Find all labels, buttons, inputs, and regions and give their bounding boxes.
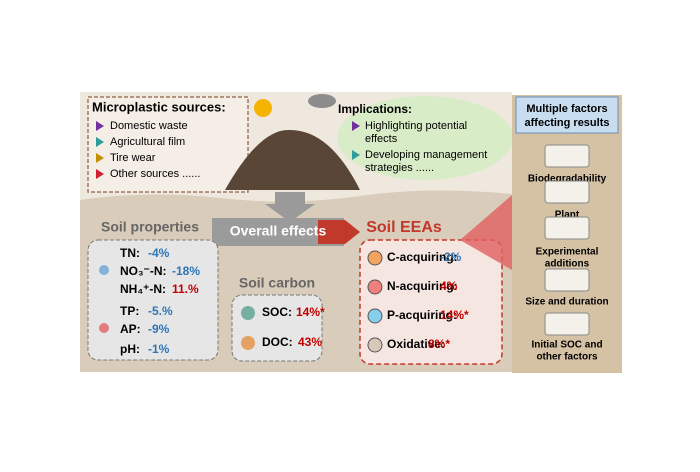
item-value: 4% xyxy=(440,279,458,293)
enzyme-icon xyxy=(367,279,383,295)
implication-line: effects xyxy=(365,133,398,145)
factor-label: Experimental xyxy=(536,247,599,258)
properties-box xyxy=(87,239,219,361)
source-item: Agricultural film xyxy=(110,136,185,148)
factor-icon xyxy=(544,180,590,204)
factors-title: Multiple factors xyxy=(526,103,607,115)
item-label: SOC: xyxy=(262,305,292,319)
enzyme-icon xyxy=(367,308,383,324)
factor-icon xyxy=(544,216,590,240)
item-label: TP: xyxy=(120,304,139,318)
item-label: pH: xyxy=(120,342,140,356)
factor-label: Initial SOC and xyxy=(531,340,602,351)
particle-icon xyxy=(99,265,109,275)
down-arrow xyxy=(265,192,315,222)
sources-title: Microplastic sources: xyxy=(92,99,226,114)
item-label: NH₄⁺-N: xyxy=(120,282,166,296)
marker xyxy=(352,150,360,160)
implication-line: strategies ...... xyxy=(365,162,434,174)
item-value: 8%* xyxy=(428,337,450,351)
carbon-icon xyxy=(241,336,255,350)
eeas-title: Soil EEAs xyxy=(366,219,442,236)
implication-line: Highlighting potential xyxy=(365,120,467,132)
item-value: -9% xyxy=(148,322,170,336)
properties-title: Soil properties xyxy=(101,219,199,235)
marker xyxy=(352,121,360,131)
factor-icon xyxy=(544,268,590,292)
sun xyxy=(254,99,272,117)
marker xyxy=(96,169,104,179)
item-value: 11.% xyxy=(172,282,199,296)
item-value: 14%* xyxy=(440,308,469,322)
enzyme-icon xyxy=(367,250,383,266)
item-label: P-acquiring: xyxy=(387,308,457,322)
implications-cloud xyxy=(337,96,513,180)
factors-header xyxy=(515,96,619,134)
source-item: Tire wear xyxy=(110,152,156,164)
factor-label: additions xyxy=(545,259,590,270)
implication-line: Developing management xyxy=(365,149,487,161)
factor-label: Plant xyxy=(555,210,580,221)
factor-label: Size and duration xyxy=(525,297,608,308)
item-value: -5.% xyxy=(148,304,173,318)
factor-icon xyxy=(544,312,590,336)
item-label: AP: xyxy=(120,322,141,336)
factor-icon xyxy=(544,144,590,168)
item-label: Oxidative: xyxy=(387,337,445,351)
overall-label: Overall effects xyxy=(230,223,327,239)
source-item: Domestic waste xyxy=(110,120,188,132)
eeas-box xyxy=(359,239,503,365)
factor-label: other factors xyxy=(536,352,598,363)
item-value: 14%* xyxy=(296,305,325,319)
factors-title: affecting results xyxy=(525,117,610,129)
eea-arrow xyxy=(318,220,360,244)
item-value: -4% xyxy=(148,246,170,260)
item-value: -2% xyxy=(440,250,462,264)
carbon-icon xyxy=(241,306,255,320)
sources-box xyxy=(87,96,249,193)
rain-cloud xyxy=(308,94,336,108)
particle-icon xyxy=(99,323,109,333)
item-label: DOC: xyxy=(262,335,293,349)
enzyme-icon xyxy=(367,337,383,353)
source-item: Other sources ...... xyxy=(110,168,200,180)
plastic-mound xyxy=(225,129,360,190)
marker xyxy=(96,153,104,163)
item-label: C-acquiring: xyxy=(387,250,458,264)
marker xyxy=(96,121,104,131)
marker xyxy=(96,137,104,147)
item-value: -1% xyxy=(148,342,170,356)
carbon-title: Soil carbon xyxy=(239,275,315,291)
implications-title: Implications: xyxy=(338,102,412,116)
callout xyxy=(460,195,512,270)
item-label: TN: xyxy=(120,246,140,260)
item-label: N-acquiring: xyxy=(387,279,458,293)
item-value: 43% xyxy=(298,335,322,349)
item-value: -18% xyxy=(172,264,200,278)
factor-label: Biodegradability xyxy=(528,174,607,185)
item-label: NO₃⁻-N: xyxy=(120,264,167,278)
